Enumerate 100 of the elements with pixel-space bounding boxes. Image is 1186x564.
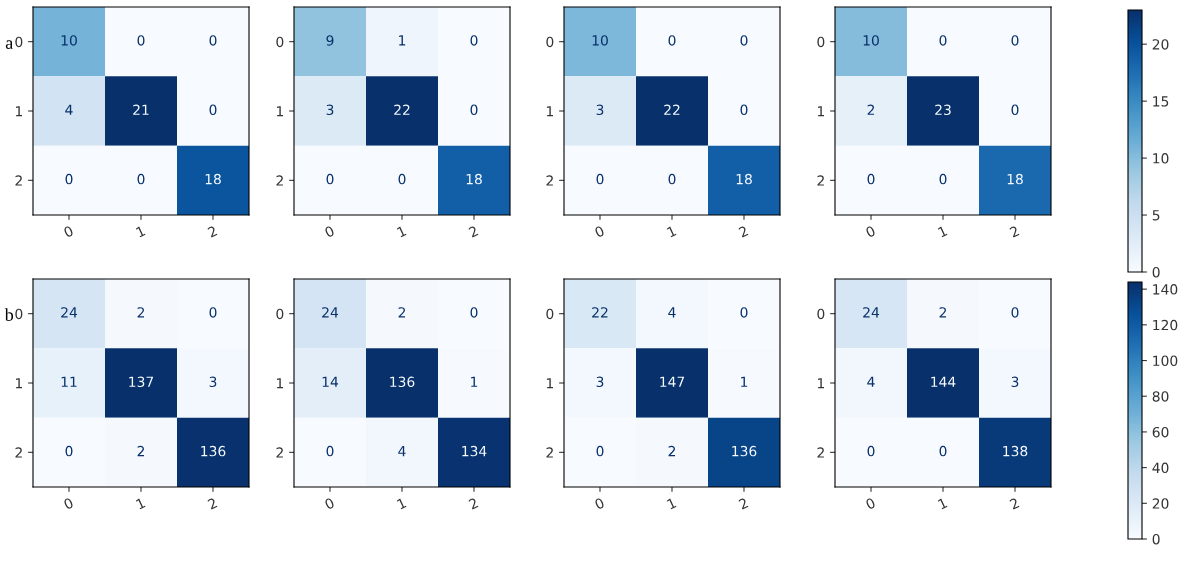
data-label: 0	[209, 307, 217, 318]
color-bar-label: 80	[1152, 391, 1169, 402]
data-label: 9	[326, 35, 334, 46]
color-bar-label: 5	[1152, 210, 1160, 221]
y-tick-label: 0	[276, 36, 284, 48]
data-label: 0	[470, 35, 478, 46]
x-tick-label: 1	[937, 497, 948, 510]
data-label: 0	[867, 445, 875, 457]
y-tick-label: 0	[817, 308, 825, 320]
x-tick-label: 0	[865, 225, 876, 238]
x-tick-label: 1	[135, 497, 146, 510]
data-label: 136	[201, 445, 226, 457]
color-bar-label: 120	[1153, 319, 1178, 331]
data-label: 0	[596, 173, 604, 185]
data-label: 0	[137, 173, 145, 185]
y-tick-label: 1	[546, 378, 553, 389]
data-label: 0	[668, 35, 676, 46]
data-label: 0	[326, 173, 334, 185]
x-tick-label: 0	[63, 497, 74, 510]
data-label: 144	[931, 376, 956, 387]
data-label: 0	[326, 445, 334, 457]
x-tick-label: 0	[594, 497, 605, 510]
data-label: 3	[596, 104, 604, 116]
y-tick-label: 2	[817, 175, 824, 186]
data-label: 23	[935, 104, 951, 116]
data-label: 0	[209, 35, 217, 46]
y-tick-label: 1	[15, 378, 22, 389]
x-tick-label: 0	[324, 225, 335, 238]
x-tick-label: 1	[666, 225, 677, 238]
data-label: 0	[740, 104, 748, 116]
y-tick-label: 1	[276, 106, 283, 117]
x-tick-label: 0	[324, 497, 335, 510]
data-label: 0	[939, 173, 947, 185]
data-label: 2	[867, 104, 875, 115]
y-tick-label: 0	[276, 308, 284, 320]
x-tick-label: 0	[594, 225, 605, 238]
data-label: 0	[740, 307, 748, 318]
data-label: 10	[592, 35, 608, 46]
color-bar-label: 60	[1152, 426, 1169, 438]
data-label: 1	[399, 35, 406, 46]
data-label: 0	[1011, 307, 1019, 318]
data-label: 18	[736, 173, 752, 185]
data-label: 4	[668, 307, 676, 318]
x-tick-label: 2	[207, 497, 218, 510]
data-label: 2	[939, 307, 947, 318]
color-bar-label: 100	[1153, 355, 1178, 366]
x-tick-label: 0	[865, 497, 876, 510]
text: b	[4, 308, 14, 321]
data-label: 18	[466, 173, 482, 185]
x-tick-label: 1	[937, 225, 948, 238]
x-tick-label: 2	[468, 497, 479, 510]
data-label: 11	[61, 376, 77, 387]
data-label: 3	[209, 376, 217, 388]
data-label: 10	[863, 35, 879, 46]
y-tick-label: 0	[15, 36, 23, 48]
data-label: 0	[1011, 104, 1019, 116]
y-tick-label: 1	[817, 106, 824, 117]
data-label: 1	[471, 376, 478, 387]
data-label: 2	[398, 307, 406, 318]
x-tick-label: 1	[135, 225, 146, 238]
y-tick-label: 2	[817, 447, 824, 458]
data-label: 147	[660, 376, 685, 387]
data-label: 0	[596, 445, 604, 457]
color-bar-label: 10	[1153, 153, 1169, 164]
data-label: 4	[65, 104, 73, 115]
x-tick-label: 2	[207, 225, 218, 238]
data-label: 2	[137, 307, 145, 318]
data-label: 0	[867, 173, 875, 185]
color-bar-label: 0	[1152, 266, 1160, 278]
y-tick-label: 2	[546, 447, 553, 458]
color-bar-label: 40	[1152, 462, 1169, 474]
color-bar-label: 15	[1153, 96, 1169, 107]
data-label: 22	[664, 104, 680, 115]
data-label: 3	[326, 104, 334, 116]
x-tick-label: 0	[63, 225, 74, 238]
data-label: 0	[1011, 35, 1019, 46]
y-tick-label: 1	[817, 378, 824, 389]
data-label: 24	[61, 307, 78, 318]
color-bar-label: 0	[1152, 533, 1160, 545]
data-label: 2	[668, 445, 676, 457]
y-tick-label: 2	[15, 175, 22, 186]
x-tick-label: 2	[738, 497, 749, 510]
data-label: 0	[209, 104, 217, 116]
data-label: 0	[470, 104, 478, 116]
x-tick-label: 2	[1009, 225, 1020, 238]
data-label: 4	[867, 376, 875, 387]
y-tick-label: 0	[546, 308, 554, 320]
data-label: 136	[390, 376, 415, 388]
color-bar-label: 20	[1152, 39, 1169, 50]
y-tick-label: 2	[15, 447, 22, 458]
data-label: 24	[322, 307, 339, 318]
x-tick-label: 2	[1009, 497, 1020, 510]
data-label: 3	[1011, 376, 1019, 388]
data-label: 0	[939, 35, 947, 46]
data-label: 0	[668, 173, 676, 185]
y-tick-label: 0	[817, 36, 825, 48]
data-label: 10	[61, 35, 77, 46]
data-label: 0	[65, 173, 73, 185]
data-label: 1	[741, 376, 748, 387]
y-tick-label: 2	[546, 175, 553, 186]
